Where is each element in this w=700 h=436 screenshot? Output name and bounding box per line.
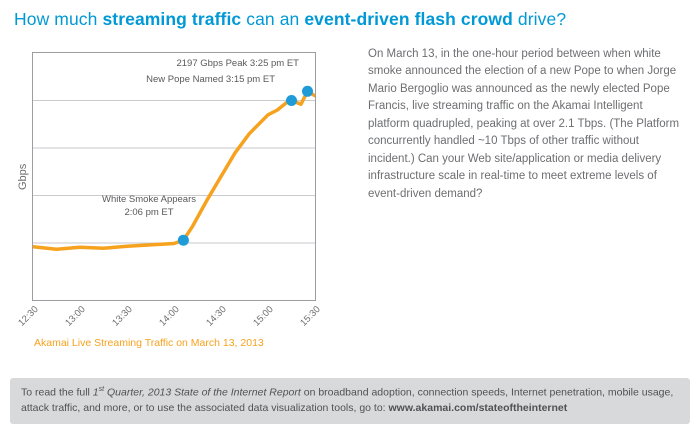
main-content: Gbps 2197 Gbps Peak 3:25 pm ET New Pope … [14, 40, 688, 349]
chart-caption: Akamai Live Streaming Traffic on March 1… [34, 337, 264, 349]
title-part: can an [241, 9, 305, 29]
annotation-white-smoke: White Smoke Appears 2:06 pm ET [102, 194, 196, 218]
footer-banner: To read the full 1st Quarter, 2013 State… [10, 378, 690, 424]
footer-text: Quarter, 2013 State of the Internet Repo… [104, 386, 301, 399]
annotation-new-pope: New Pope Named 3:15 pm ET [146, 74, 275, 85]
x-tick-label: 13:00 [63, 304, 88, 329]
footer-text: To read the full [21, 386, 93, 399]
title-part: drive? [512, 9, 567, 29]
annotation-peak: 2197 Gbps Peak 3:25 pm ET [176, 58, 299, 69]
plot-area: 2197 Gbps Peak 3:25 pm ET New Pope Named… [32, 52, 316, 301]
traffic-line [33, 89, 315, 251]
annotation-dot [286, 95, 297, 106]
chart-panel: Gbps 2197 Gbps Peak 3:25 pm ET New Pope … [14, 40, 350, 349]
x-tick-label: 15:30 [298, 304, 323, 329]
footer-url[interactable]: www.akamai.com/stateoftheinternet [388, 402, 568, 415]
x-tick-label: 14:30 [204, 304, 229, 329]
title-part: event-driven flash crowd [304, 9, 513, 29]
page-title: How much streaming traffic can an event-… [14, 9, 566, 30]
title-part: streaming traffic [102, 9, 242, 29]
annotation-dot [302, 85, 313, 97]
footer-text: on broadband adoption, connection speeds… [21, 386, 674, 415]
chart-layout: Gbps 2197 Gbps Peak 3:25 pm ET New Pope … [14, 52, 350, 349]
annotation-dot [177, 234, 189, 246]
y-axis-label: Gbps [17, 163, 29, 190]
footer-text: 1 [92, 386, 99, 399]
body-paragraph: On March 13, in the one-hour period betw… [368, 48, 680, 200]
x-tick-label: 12:30 [16, 304, 41, 329]
plot-column: 2197 Gbps Peak 3:25 pm ET New Pope Named… [16, 52, 323, 349]
x-tick-label: 13:30 [110, 304, 135, 329]
footer-text: st [98, 386, 105, 393]
x-axis-ticks: 12:30 13:00 13:30 14:00 14:30 15:00 15:30 [16, 301, 323, 333]
x-tick-label: 14:00 [157, 304, 182, 329]
x-tick-label: 15:00 [251, 304, 276, 329]
title-part: How much [14, 9, 103, 29]
traffic-line-chart [33, 85, 315, 251]
